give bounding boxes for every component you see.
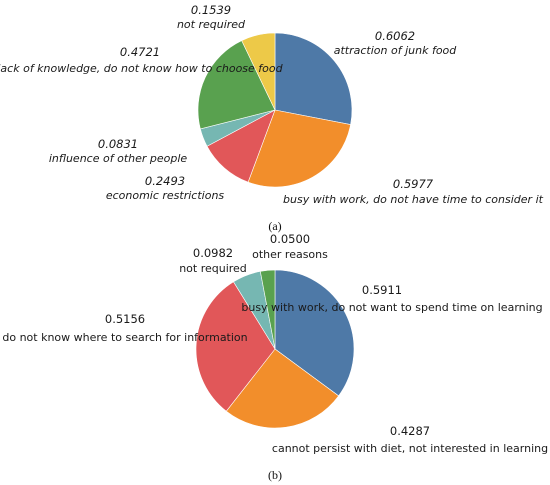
value-label: 0.2493 <box>145 174 185 188</box>
slice-label: busy with work, do not want to spend tim… <box>241 301 542 314</box>
slice-label: busy with work, do not have time to cons… <box>283 193 544 206</box>
slice-label: not required <box>177 18 246 31</box>
pie-chart-b <box>195 269 355 429</box>
slice-label: influence of other people <box>49 152 188 165</box>
value-label: 0.0982 <box>193 246 233 260</box>
pie-slice <box>274 32 353 125</box>
value-label: 0.1539 <box>191 3 231 17</box>
pie-chart-a <box>197 32 353 188</box>
slice-label: not required <box>179 262 247 275</box>
slice-label: cannot persist with diet, not interested… <box>272 442 548 455</box>
pie-slice <box>247 109 351 188</box>
caption-b: (b) <box>268 468 282 482</box>
value-label: 0.0500 <box>270 232 310 246</box>
value-label: 0.5977 <box>393 177 434 191</box>
slice-label: lack of knowledge, do not know how to ch… <box>0 62 284 75</box>
slice-label: economic restrictions <box>106 189 225 202</box>
caption-a: (a) <box>268 219 281 233</box>
pie-slice <box>274 269 355 397</box>
pie-slice <box>259 269 276 350</box>
value-label: 0.4721 <box>120 45 160 59</box>
value-label: 0.5911 <box>362 283 402 297</box>
pie-slice <box>195 281 276 412</box>
value-label: 0.6062 <box>375 29 415 43</box>
value-label: 0.5156 <box>105 312 145 326</box>
pie-slice <box>225 348 340 429</box>
slice-label: do not know where to search for informat… <box>2 331 247 344</box>
value-label: 0.0831 <box>98 137 138 151</box>
pie-slice <box>197 40 276 130</box>
slice-label: attraction of junk food <box>334 44 458 57</box>
value-label: 0.4287 <box>390 424 430 438</box>
slice-label: other reasons <box>252 248 328 261</box>
pie-slice <box>241 32 276 111</box>
